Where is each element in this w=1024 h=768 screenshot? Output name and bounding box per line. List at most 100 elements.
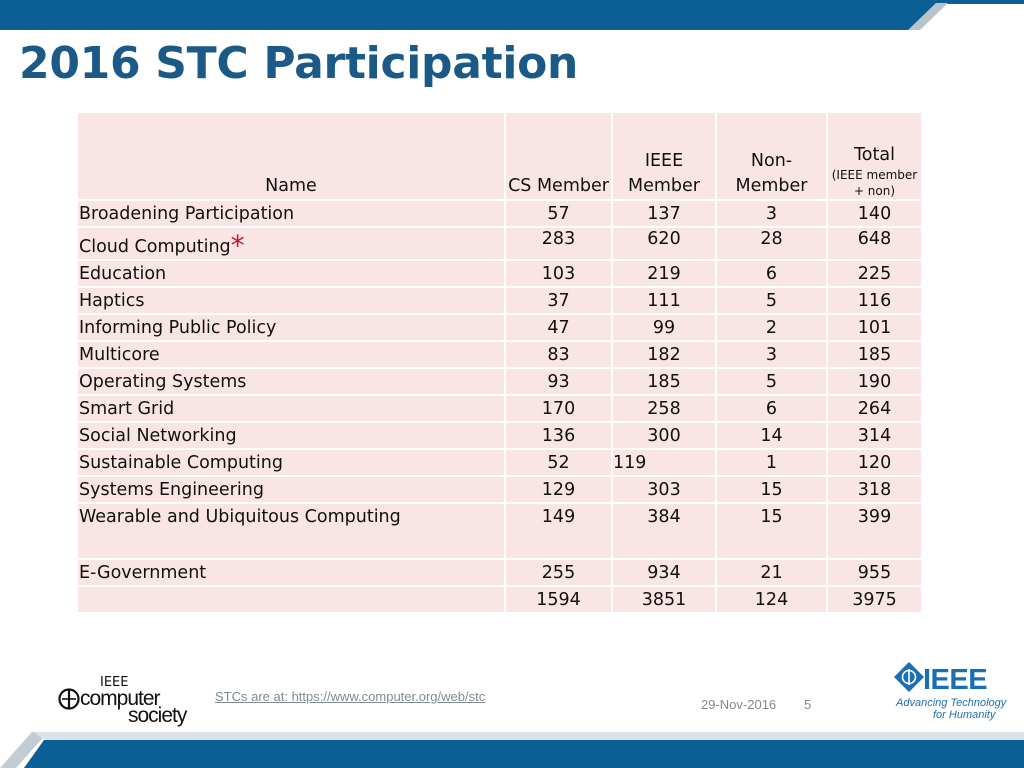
row-cs-member: 37 <box>504 286 613 315</box>
row-ieee-member: 99 <box>611 313 717 342</box>
row-name: Broadening Participation <box>76 199 506 228</box>
totals-row: 1594 3851 124 3975 <box>76 585 923 614</box>
header-total: Total (IEEE member + non) <box>826 111 923 201</box>
row-non-member: 15 <box>715 475 828 504</box>
totals-cs-member: 1594 <box>504 585 613 614</box>
computer-society-logo: IEEE computer society <box>58 676 190 728</box>
row-total: 101 <box>826 313 923 342</box>
table-row: Haptics 37 111 5 116 <box>76 286 923 315</box>
totals-total: 3975 <box>826 585 923 614</box>
row-non-member: 21 <box>715 558 828 587</box>
table-row: Smart Grid 170 258 6 264 <box>76 394 923 423</box>
row-cs-member: 52 <box>504 448 613 477</box>
row-ieee-member: 620 <box>611 226 717 261</box>
row-ieee-member: 300 <box>611 421 717 450</box>
header-non-member: Non- Member <box>715 111 828 201</box>
row-total: 399 <box>826 502 923 560</box>
row-total: 264 <box>826 394 923 423</box>
row-non-member: 14 <box>715 421 828 450</box>
ieee-diamond-icon <box>894 662 924 692</box>
top-banner <box>0 0 1024 30</box>
totals-name <box>76 585 506 614</box>
row-total: 116 <box>826 286 923 315</box>
table-row: Operating Systems 93 185 5 190 <box>76 367 923 396</box>
table-header-row: Name CS Member IEEE Member Non- Member Tot… <box>76 111 923 201</box>
totals-ieee-member: 3851 <box>611 585 717 614</box>
table-row: Cloud Computing* 283 620 28 648 <box>76 226 923 261</box>
header-non-line2: Member <box>735 176 808 196</box>
row-cs-member: 283 <box>504 226 613 261</box>
row-name: Smart Grid <box>76 394 506 423</box>
row-ieee-member: 185 <box>611 367 717 396</box>
row-cs-member: 83 <box>504 340 613 369</box>
row-name-text: Cloud Computing <box>79 237 231 257</box>
row-total: 225 <box>826 259 923 288</box>
row-non-member: 6 <box>715 394 828 423</box>
row-name: Multicore <box>76 340 506 369</box>
row-total: 120 <box>826 448 923 477</box>
row-cs-member: 103 <box>504 259 613 288</box>
asterisk-mark: * <box>230 229 245 260</box>
row-cs-member: 93 <box>504 367 613 396</box>
cs-logo-ieee-text: IEEE <box>100 675 129 690</box>
header-ieee-member: IEEE Member <box>611 111 717 201</box>
row-non-member: 15 <box>715 502 828 560</box>
row-non-member: 2 <box>715 313 828 342</box>
table-row: Informing Public Policy 47 99 2 101 <box>76 313 923 342</box>
totals-non-member: 124 <box>715 585 828 614</box>
row-ieee-member: 934 <box>611 558 717 587</box>
table-row: Sustainable Computing 52 119 1 120 <box>76 448 923 477</box>
row-name: Systems Engineering <box>76 475 506 504</box>
footer-date: 29-Nov-2016 <box>701 697 777 712</box>
row-cs-member: 255 <box>504 558 613 587</box>
row-name: Haptics <box>76 286 506 315</box>
row-name: E-Government <box>76 558 506 587</box>
table-row: Wearable and Ubiquitous Computing 149 38… <box>76 502 923 560</box>
ieee-logo-word: IEEE <box>923 664 988 696</box>
row-cs-member: 129 <box>504 475 613 504</box>
cs-logo-line2: society <box>128 704 187 727</box>
row-ieee-member: 182 <box>611 340 717 369</box>
row-total: 955 <box>826 558 923 587</box>
table-row: Education 103 219 6 225 <box>76 259 923 288</box>
row-non-member: 5 <box>715 367 828 396</box>
row-total: 140 <box>826 199 923 228</box>
row-ieee-member: 137 <box>611 199 717 228</box>
row-non-member: 1 <box>715 448 828 477</box>
ieee-logo: IEEE Advancing Technology for Humanity <box>893 660 1006 724</box>
table-row: Multicore 83 182 3 185 <box>76 340 923 369</box>
row-ieee-member: 303 <box>611 475 717 504</box>
row-name: Sustainable Computing <box>76 448 506 477</box>
row-name: Cloud Computing* <box>76 226 506 261</box>
table-row: Broadening Participation 57 137 3 140 <box>76 199 923 228</box>
row-total: 185 <box>826 340 923 369</box>
header-ieee-line2: Member <box>628 176 700 196</box>
table-row: Social Networking 136 300 14 314 <box>76 421 923 450</box>
row-name: Informing Public Policy <box>76 313 506 342</box>
header-cs-member: CS Member <box>504 111 613 201</box>
computer-society-symbol-icon <box>58 688 80 710</box>
page-number: 5 <box>804 697 812 712</box>
row-name: Operating Systems <box>76 367 506 396</box>
row-non-member: 5 <box>715 286 828 315</box>
stc-link[interactable]: STCs are at: https://www.computer.org/we… <box>215 689 486 704</box>
table-row: E-Government 255 934 21 955 <box>76 558 923 587</box>
row-name: Social Networking <box>76 421 506 450</box>
row-name: Education <box>76 259 506 288</box>
row-non-member: 6 <box>715 259 828 288</box>
header-total-note: (IEEE member + non) <box>831 168 918 198</box>
row-total: 648 <box>826 226 923 261</box>
row-total: 318 <box>826 475 923 504</box>
row-non-member: 28 <box>715 226 828 261</box>
header-ieee-line1: IEEE <box>644 151 684 171</box>
header-total-label: Total <box>854 145 895 165</box>
table-row: Systems Engineering 129 303 15 318 <box>76 475 923 504</box>
row-total: 314 <box>826 421 923 450</box>
participation-table: Name CS Member IEEE Member Non- Member Tot… <box>76 111 923 614</box>
bottom-banner <box>0 732 1024 768</box>
row-ieee-member: 119 <box>611 448 717 477</box>
row-ieee-member: 384 <box>611 502 717 560</box>
slide-title: 2016 STC Participation <box>19 38 579 89</box>
header-name: Name <box>76 111 506 201</box>
row-name: Wearable and Ubiquitous Computing <box>76 502 506 560</box>
